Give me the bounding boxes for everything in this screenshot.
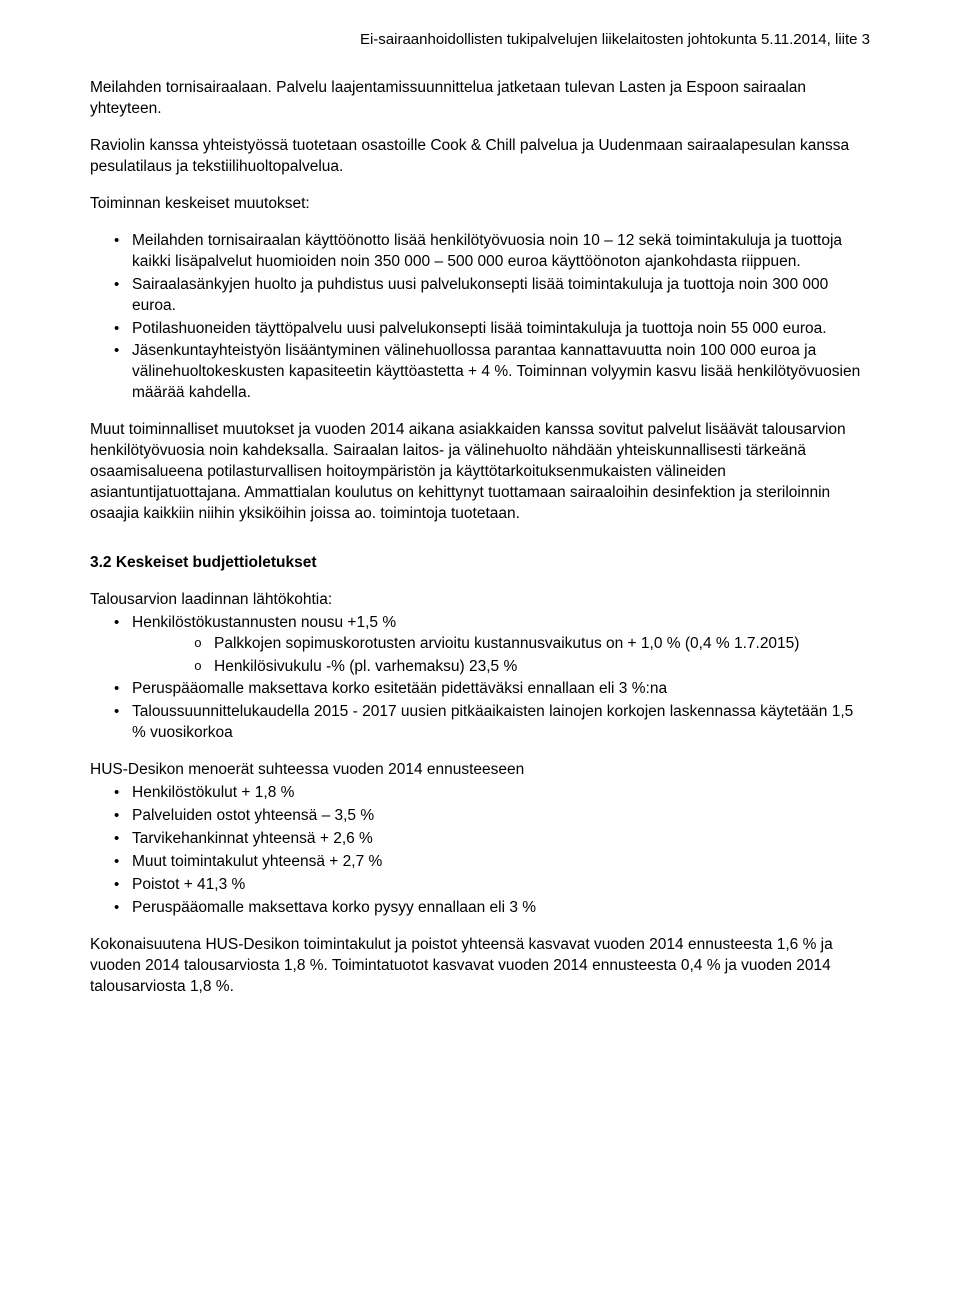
expenses-list: Henkilöstökulut + 1,8 % Palveluiden osto… — [90, 783, 870, 919]
list-item: Taloussuunnittelukaudella 2015 - 2017 uu… — [90, 702, 870, 744]
list-item: Jäsenkuntayhteistyön lisääntyminen välin… — [90, 341, 870, 404]
list-item: Henkilöstökulut + 1,8 % — [90, 783, 870, 804]
list-item: Palkkojen sopimuskorotusten arvioitu kus… — [132, 634, 870, 655]
list-item: Palveluiden ostot yhteensä – 3,5 % — [90, 806, 870, 827]
changes-list: Meilahden tornisairaalan käyttöönotto li… — [90, 231, 870, 404]
list-item: Sairaalasänkyjen huolto ja puhdistus uus… — [90, 275, 870, 317]
list-item: Poistot + 41,3 % — [90, 875, 870, 896]
list-item: Muut toimintakulut yhteensä + 2,7 % — [90, 852, 870, 873]
list-item: Henkilöstökustannusten nousu +1,5 % Palk… — [90, 613, 870, 678]
expenses-label: HUS-Desikon menoerät suhteessa vuoden 20… — [90, 760, 870, 781]
header-meta: Ei-sairaanhoidollisten tukipalvelujen li… — [90, 30, 870, 50]
list-item: Meilahden tornisairaalan käyttöönotto li… — [90, 231, 870, 273]
list-item: Peruspääomalle maksettava korko pysyy en… — [90, 898, 870, 919]
intro-paragraph-2: Raviolin kanssa yhteistyössä tuotetaan o… — [90, 136, 870, 178]
changes-label: Toiminnan keskeiset muutokset: — [90, 194, 870, 215]
intro-paragraph-1: Meilahden tornisairaalaan. Palvelu laaje… — [90, 78, 870, 120]
list-item: Tarvikehankinnat yhteensä + 2,6 % — [90, 829, 870, 850]
paragraph-3: Muut toiminnalliset muutokset ja vuoden … — [90, 420, 870, 525]
list-item-text: Henkilöstökustannusten nousu +1,5 % — [132, 614, 396, 631]
budget-list: Henkilöstökustannusten nousu +1,5 % Palk… — [90, 613, 870, 745]
budget-sublist: Palkkojen sopimuskorotusten arvioitu kus… — [132, 634, 870, 678]
budget-lead: Talousarvion laadinnan lähtökohtia: — [90, 590, 870, 611]
list-item: Potilashuoneiden täyttöpalvelu uusi palv… — [90, 319, 870, 340]
closing-paragraph: Kokonaisuutena HUS-Desikon toimintakulut… — [90, 935, 870, 998]
section-3-2-title: 3.2 Keskeiset budjettioletukset — [90, 553, 870, 574]
list-item: Peruspääomalle maksettava korko esitetää… — [90, 679, 870, 700]
list-item: Henkilösivukulu -% (pl. varhemaksu) 23,5… — [132, 657, 870, 678]
